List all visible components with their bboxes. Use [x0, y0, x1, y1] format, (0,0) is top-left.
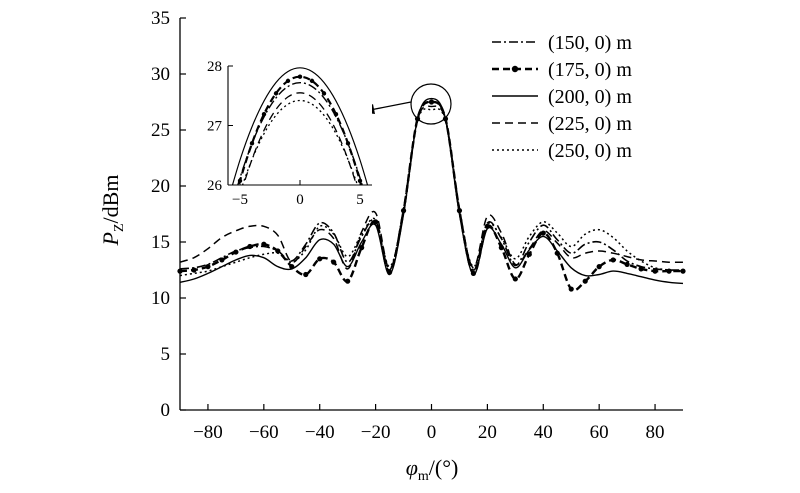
- zoom-arrow-shaft: [369, 101, 412, 111]
- series-2-marker: [680, 268, 686, 274]
- inset-series-2-marker: [357, 178, 363, 184]
- series-2-marker: [345, 278, 351, 284]
- series-2-marker: [582, 278, 588, 284]
- x-tick-label: 60: [590, 422, 609, 443]
- x-axis-label: φm/(°): [406, 455, 459, 484]
- series-2-marker: [177, 268, 183, 274]
- series-2-marker: [275, 248, 281, 254]
- inset-series-2-marker: [237, 178, 243, 184]
- series-2-marker: [624, 261, 630, 267]
- inset-series-2-marker: [261, 111, 267, 117]
- inset-y-tick-label: 26: [207, 178, 223, 194]
- series-2-marker: [526, 251, 532, 257]
- legend-marker: [511, 65, 519, 73]
- series-2-marker: [303, 271, 309, 278]
- inset-x-tick-label: 0: [296, 192, 304, 208]
- series-2-marker: [428, 99, 435, 105]
- legend-label-5: (250, 0) m: [548, 140, 632, 162]
- series-2-marker: [261, 241, 267, 247]
- y-ticks: 0 5 10 15 20 25 30 35: [151, 8, 186, 421]
- inset-series-line-5: [241, 99, 359, 185]
- zoom-circle: [410, 83, 452, 125]
- series-2-marker: [233, 249, 239, 255]
- series-2-marker: [191, 267, 197, 273]
- x-tick-label: 20: [478, 422, 497, 443]
- y-tick-label: 0: [161, 400, 171, 421]
- series-2-marker: [219, 257, 225, 263]
- inset-series-2-marker: [249, 141, 255, 146]
- x-ticks: −80 −60 −40 −20 0 20 40 60 80: [193, 404, 665, 443]
- inset-chart: 26 27 28 −5 0 5: [207, 59, 372, 208]
- y-tick-label: 25: [151, 120, 170, 141]
- y-tick-label: 35: [151, 8, 170, 29]
- legend-label-3: (200, 0) m: [548, 86, 632, 108]
- series-line-3: [179, 97, 684, 285]
- x-tick-label: −20: [361, 422, 391, 443]
- inset-series-2-marker: [285, 78, 291, 84]
- inset-x-tick-label: −5: [232, 192, 248, 208]
- series-2-marker: [638, 266, 644, 272]
- y-tick-label: 20: [151, 176, 170, 197]
- series-2-marker: [205, 264, 211, 270]
- inset-series-2-marker: [297, 74, 303, 79]
- x-tick-label: 40: [534, 422, 553, 443]
- series-2-marker: [247, 243, 253, 250]
- series-2-marker: [331, 259, 337, 265]
- plot-area: 0 5 10 15 20 25 30 35 −80 −60 −40 −20 0 20 40 60 80: [151, 8, 686, 443]
- x-tick-label: −60: [249, 422, 279, 443]
- legend-label-2: (175, 0) m: [548, 59, 632, 81]
- x-tick-label: 0: [427, 422, 437, 443]
- x-tick-label: −80: [193, 422, 223, 443]
- inset-series-lines: [231, 67, 369, 185]
- series-2-marker: [359, 245, 365, 251]
- series-line-5: [179, 108, 684, 277]
- y-tick-label: 30: [151, 64, 170, 85]
- series-2-marker: [568, 286, 574, 292]
- inset-series-line-3: [231, 67, 369, 185]
- series-2-marker: [317, 256, 323, 262]
- inset-series-2-marker: [273, 91, 279, 96]
- inset-y-ticks: 26 27 28: [207, 59, 233, 194]
- legend-label-4: (225, 0) m: [548, 113, 632, 135]
- y-tick-label: 15: [151, 232, 170, 253]
- inset-series-2-marker: [321, 91, 327, 96]
- inset-x-tick-label: 5: [356, 192, 364, 208]
- series-2-marker: [596, 264, 602, 270]
- inset-y-tick-label: 28: [207, 59, 222, 75]
- series-lines: [177, 97, 686, 292]
- series-2-marker: [652, 268, 658, 274]
- legend-label-1: (150, 0) m: [548, 32, 632, 54]
- inset-y-tick-label: 27: [207, 119, 223, 135]
- series-2-marker: [512, 276, 518, 282]
- series-2-marker: [540, 230, 546, 236]
- y-tick-label: 5: [161, 344, 171, 365]
- y-tick-label: 10: [151, 288, 170, 309]
- y-axis-label: PZ/dBm: [98, 175, 127, 247]
- inset-series-2-marker: [345, 141, 351, 146]
- inset-series-line-4: [242, 92, 358, 185]
- series-line-4: [179, 105, 684, 270]
- inset-series-2-marker: [309, 78, 315, 84]
- series-2-marker: [610, 257, 616, 263]
- inset-series-2-marker: [333, 111, 339, 117]
- x-tick-label: 80: [646, 422, 665, 443]
- legend: (150, 0) m (175, 0) m (200, 0) m (225, 0) m…: [492, 32, 632, 162]
- x-tick-label: −40: [305, 422, 335, 443]
